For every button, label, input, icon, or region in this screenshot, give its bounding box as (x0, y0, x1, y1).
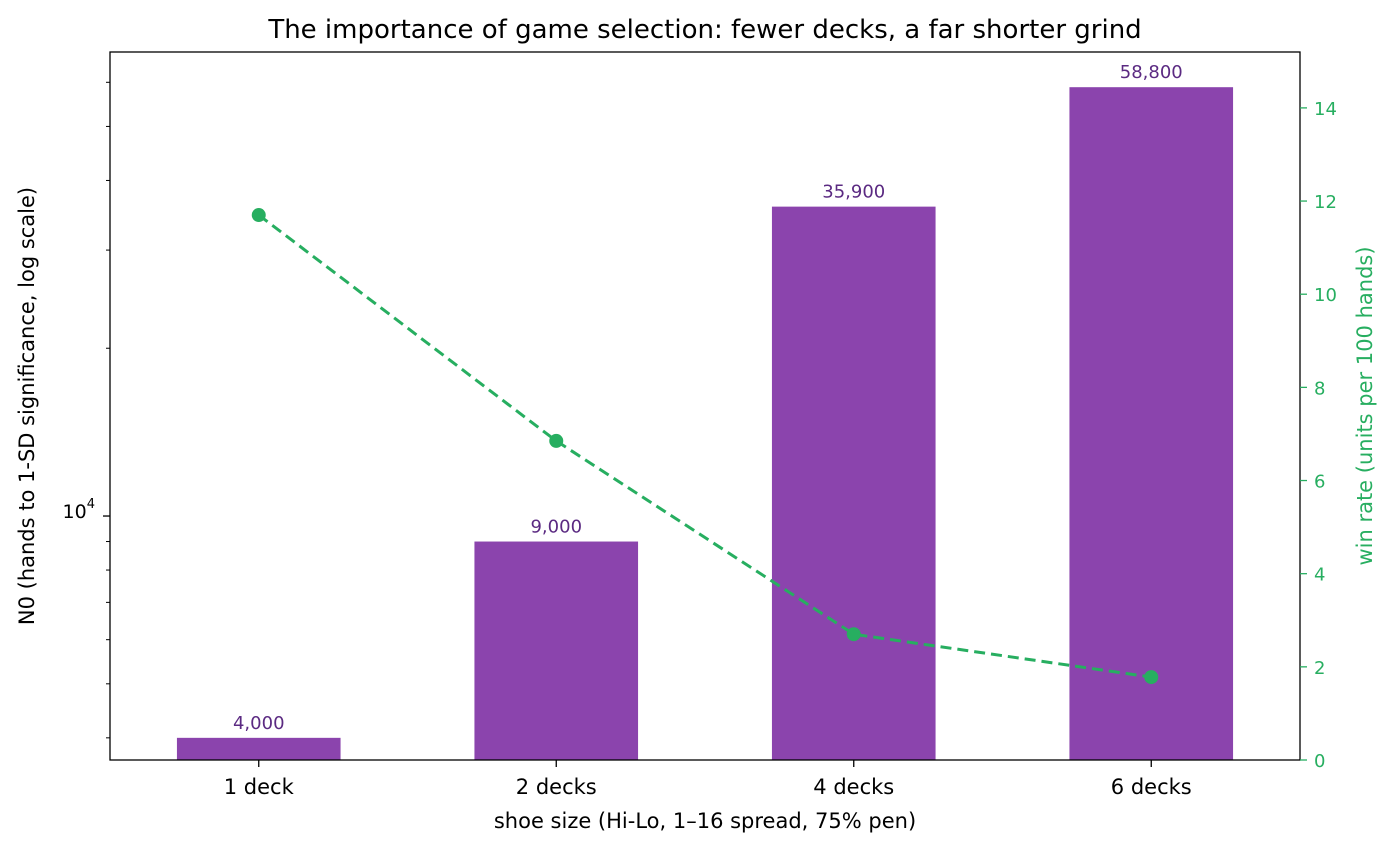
bar-2 (474, 541, 639, 760)
y2-tick-label: 0 (1314, 751, 1325, 772)
y2-tick-label: 14 (1314, 99, 1337, 120)
win-rate-line-layer (251, 208, 1159, 685)
bar-value-labels-layer: 4,000 9,000 35,900 58,800 (233, 62, 1183, 734)
y2-tick-label: 12 (1314, 192, 1337, 213)
plot-frame (109, 51, 1301, 761)
bar-value-label: 35,900 (822, 182, 885, 203)
win-rate-point (251, 208, 266, 223)
x-axis-label: shoe size (Hi-Lo, 1–16 spread, 75% pen) (494, 809, 916, 833)
y2-tick-label: 10 (1314, 285, 1337, 306)
bar-4 (1069, 87, 1234, 761)
y-axis-label: N0 (hands to 1-SD significance, log scal… (15, 187, 39, 625)
x-tick-label: 1 deck (224, 775, 295, 799)
bar-1 (176, 737, 341, 760)
y-tick-label: 104 (63, 497, 95, 523)
y2-tick-label: 2 (1314, 658, 1325, 679)
win-rate-point (1144, 670, 1159, 685)
win-rate-point (549, 433, 564, 448)
y2-tick-label: 8 (1314, 378, 1325, 399)
win-rate-line (257, 213, 1152, 679)
x-tick-label: 6 decks (1111, 775, 1192, 799)
x-ticks-layer: 1 deck 2 decks 4 decks 6 decks (224, 760, 1192, 799)
bar-value-label: 58,800 (1120, 62, 1183, 83)
bar-3 (771, 206, 936, 760)
bar-value-label: 9,000 (530, 517, 582, 538)
chart-title: The importance of game selection: fewer … (267, 15, 1141, 45)
bar-value-label: 4,000 (233, 713, 285, 734)
y2-axis-label: win rate (units per 100 hands) (1353, 246, 1377, 565)
bars-layer (176, 87, 1234, 761)
x-tick-label: 2 decks (516, 775, 597, 799)
y2-ticks-layer: 0 2 4 6 8 10 12 14 (1300, 99, 1337, 772)
y2-tick-label: 6 (1314, 472, 1325, 493)
axes-layer (109, 51, 1301, 761)
x-tick-label: 4 decks (813, 775, 894, 799)
win-rate-point (846, 627, 861, 642)
y-ticks-layer: 104 (63, 81, 110, 739)
y2-tick-label: 4 (1314, 565, 1325, 586)
